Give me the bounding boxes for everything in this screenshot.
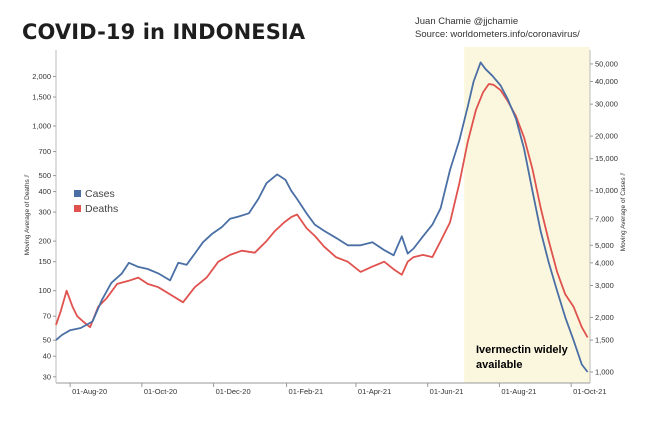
x-tick-label: 01-Apr-21: [358, 387, 391, 396]
right-tick-label: 1,500: [595, 336, 614, 345]
right-tick-label: 10,000: [595, 186, 618, 195]
left-tick-label: 70: [43, 312, 51, 321]
left-tick-label: 1,500: [32, 93, 51, 102]
right-tick-label: 3,000: [595, 281, 614, 290]
x-tick-label: 01-Dec-20: [216, 387, 251, 396]
right-tick-label: 40,000: [595, 77, 618, 86]
right-tick-label: 7,000: [595, 214, 614, 223]
right-tick-label: 30,000: [595, 100, 618, 109]
legend-label-cases: Cases: [85, 188, 115, 200]
left-tick-label: 700: [38, 147, 51, 156]
highlight-annotation-line1: Ivermectin widely: [476, 344, 569, 356]
left-tick-label: 50: [43, 336, 51, 345]
cases-series-line: [55, 61, 589, 373]
left-tick-label: 30: [43, 372, 51, 381]
x-tick-label: 01-Feb-21: [289, 387, 324, 396]
x-tick-label: 01-Oct-20: [144, 387, 177, 396]
left-tick-label: 1,000: [32, 122, 51, 131]
right-tick-label: 20,000: [595, 132, 618, 141]
author-credit: Juan Chamie @jjchamie: [415, 16, 519, 27]
left-tick-label: 200: [38, 237, 51, 246]
x-tick-label: 01-Oct-21: [573, 387, 606, 396]
right-tick-label: 2,000: [595, 313, 614, 322]
left-axis-title: Moving Average of Deaths ⫽: [24, 174, 31, 255]
right-tick-label: 50,000: [595, 59, 618, 68]
left-tick-label: 150: [38, 257, 51, 266]
highlight-annotation-line2: available: [476, 359, 522, 371]
left-tick-label: 40: [43, 352, 51, 361]
right-axis-title: Moving Average of Cases ⫽: [620, 173, 627, 252]
x-tick-label: 01-Jun-21: [430, 387, 464, 396]
left-tick-label: 2,000: [32, 72, 51, 81]
left-tick-label: 300: [38, 208, 51, 217]
left-tick-label: 400: [38, 187, 51, 196]
source-credit: Source: worldometers.info/coronavirus/: [415, 29, 580, 40]
x-tick-label: 01-Aug-21: [501, 387, 536, 396]
page-title: COVID-19 in INDONESIA: [22, 20, 306, 44]
legend: Cases Deaths: [74, 188, 118, 215]
right-tick-label: 15,000: [595, 154, 618, 163]
legend-swatch-cases: [74, 190, 81, 197]
left-tick-label: 100: [38, 286, 51, 295]
right-tick-label: 5,000: [595, 241, 614, 250]
legend-label-deaths: Deaths: [85, 203, 118, 215]
legend-swatch-deaths: [74, 205, 81, 212]
credit-block: Juan Chamie @jjchamie Source: worldomete…: [415, 15, 580, 41]
right-tick-label: 1,000: [595, 368, 614, 377]
right-tick-label: 4,000: [595, 258, 614, 267]
left-tick-label: 500: [38, 171, 51, 180]
x-tick-label: 01-Aug-20: [72, 387, 107, 396]
